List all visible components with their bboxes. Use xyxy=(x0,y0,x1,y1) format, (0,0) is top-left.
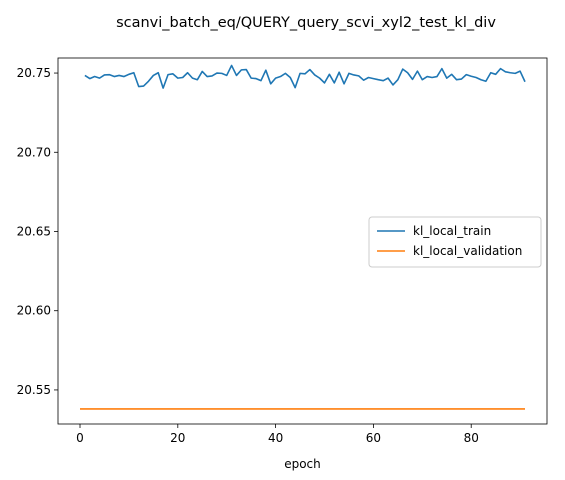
axes-frame xyxy=(57,57,548,425)
y-tick-label: 20.75 xyxy=(17,66,51,80)
series-layer xyxy=(80,64,526,410)
x-tick-label: 20 xyxy=(170,431,185,445)
x-axis-title: epoch xyxy=(284,457,321,471)
legend: kl_local_train kl_local_validation xyxy=(368,216,542,268)
chart-title: scanvi_batch_eq/QUERY_query_scvi_xyl2_te… xyxy=(116,15,496,31)
x-tick-label: 40 xyxy=(268,431,283,445)
legend-box xyxy=(368,216,542,268)
y-tick-label: 20.70 xyxy=(17,145,51,159)
legend-label: kl_local_validation xyxy=(413,244,522,258)
axis-ticks: 0 20 40 60 80 20.55 20.60 20.65 20.70 20.75 xyxy=(17,66,479,445)
series-line-kl-local-train xyxy=(84,64,526,89)
x-tick-label: 80 xyxy=(464,431,479,445)
y-tick-label: 20.60 xyxy=(17,304,51,318)
x-tick-label: 0 xyxy=(76,431,84,445)
legend-label: kl_local_train xyxy=(413,224,491,238)
x-tick-label: 60 xyxy=(366,431,381,445)
y-tick-label: 20.55 xyxy=(17,383,51,397)
y-tick-label: 20.65 xyxy=(17,224,51,238)
